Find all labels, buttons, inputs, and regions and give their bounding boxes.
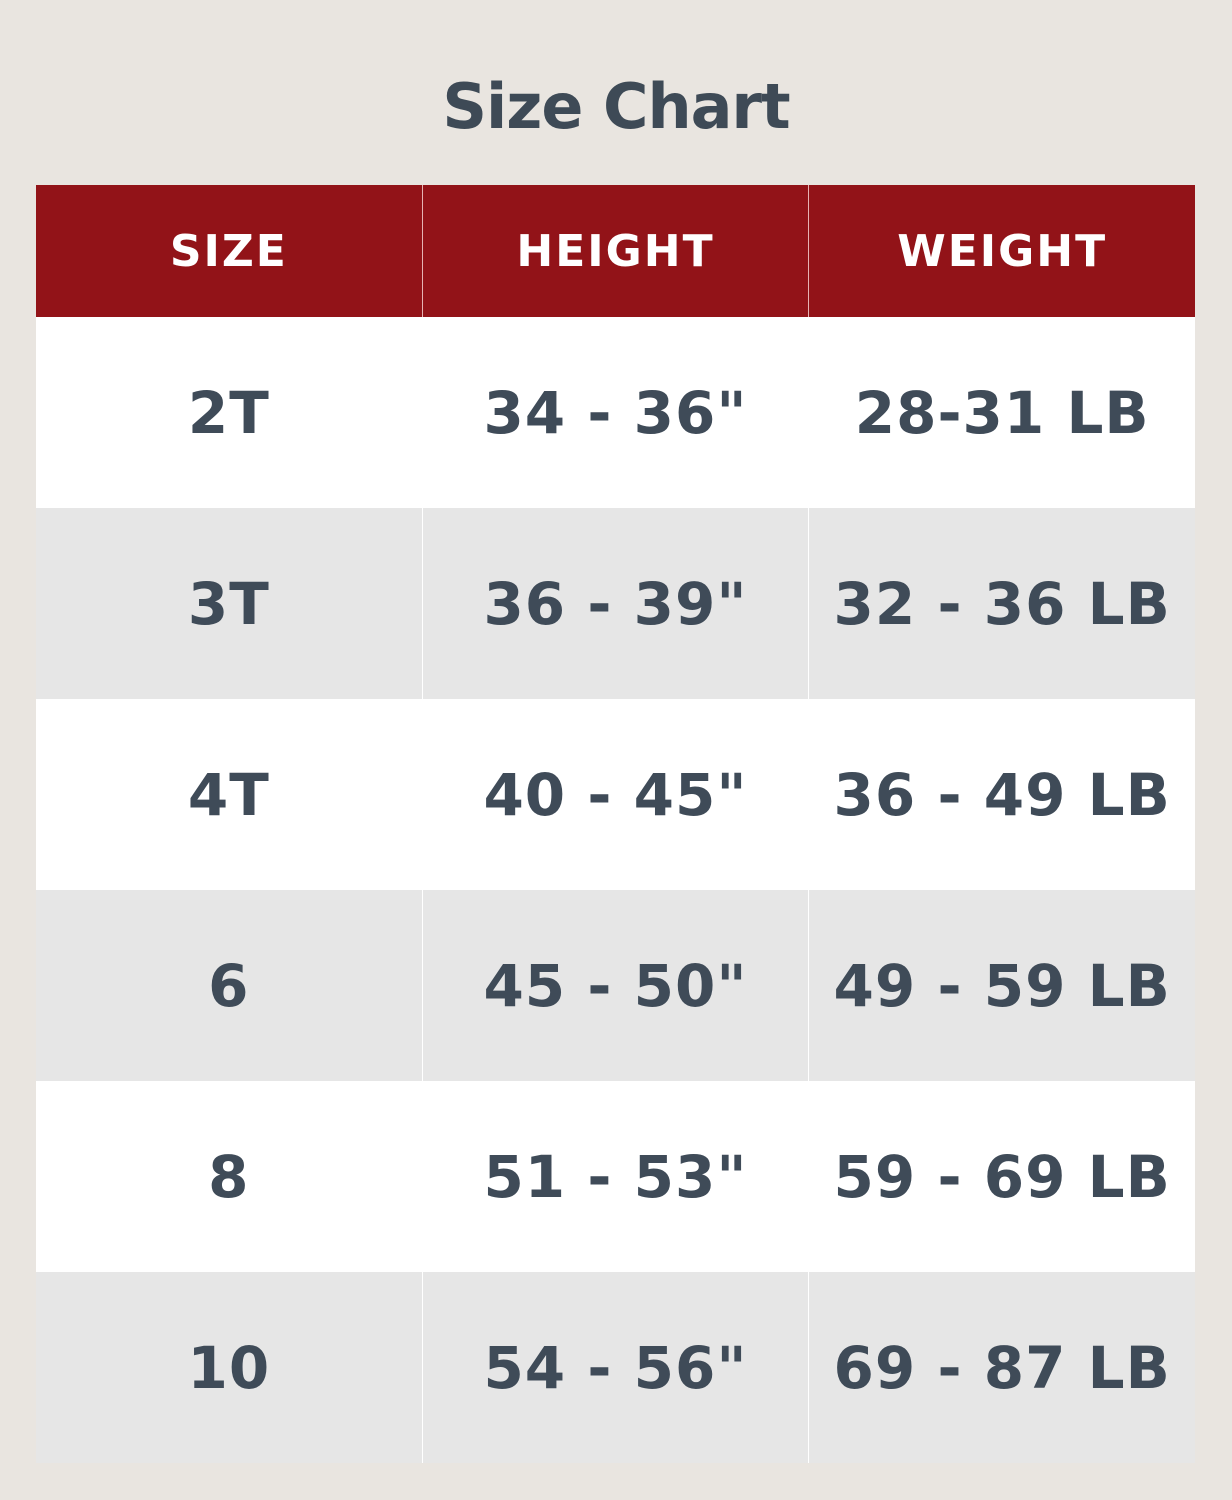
page-title: Size Chart	[442, 70, 790, 143]
cell-height: 45 - 50"	[421, 890, 809, 1081]
cell-height: 34 - 36"	[421, 317, 809, 508]
cell-weight: 32 - 36 LB	[808, 508, 1195, 699]
cell-weight: 49 - 59 LB	[808, 890, 1195, 1081]
cell-size: 3T	[187, 569, 270, 638]
table-row: 4T 40 - 45" 36 - 49 LB	[36, 699, 1195, 890]
cell-height: 40 - 45"	[421, 699, 809, 890]
cell-height: 51 - 53"	[421, 1081, 809, 1272]
table-row: 3T 36 - 39" 32 - 36 LB	[36, 508, 1195, 699]
cell-size: 2T	[187, 378, 270, 447]
table-row: 6 45 - 50" 49 - 59 LB	[36, 890, 1195, 1081]
cell-size: 10	[187, 1333, 271, 1402]
cell-weight: 59 - 69 LB	[808, 1081, 1195, 1272]
header-height: HEIGHT	[421, 185, 809, 317]
table-row: 2T 34 - 36" 28-31 LB	[36, 317, 1195, 508]
cell-size: 4T	[187, 760, 270, 829]
table-row: 10 54 - 56" 69 - 87 LB	[36, 1272, 1195, 1463]
table-row: 8 51 - 53" 59 - 69 LB	[36, 1081, 1195, 1272]
cell-weight: 28-31 LB	[808, 317, 1195, 508]
header-weight: WEIGHT	[808, 185, 1195, 317]
cell-height: 54 - 56"	[421, 1272, 809, 1463]
cell-weight: 69 - 87 LB	[808, 1272, 1195, 1463]
cell-size: 8	[208, 1142, 250, 1211]
cell-height: 36 - 39"	[421, 508, 809, 699]
cell-size: 6	[208, 951, 250, 1020]
cell-weight: 36 - 49 LB	[808, 699, 1195, 890]
header-size: SIZE	[169, 225, 288, 277]
table-header: SIZE HEIGHT WEIGHT	[36, 185, 1195, 317]
size-table: SIZE HEIGHT WEIGHT 2T 34 - 36" 28-31 LB 3T 3…	[36, 185, 1195, 1463]
